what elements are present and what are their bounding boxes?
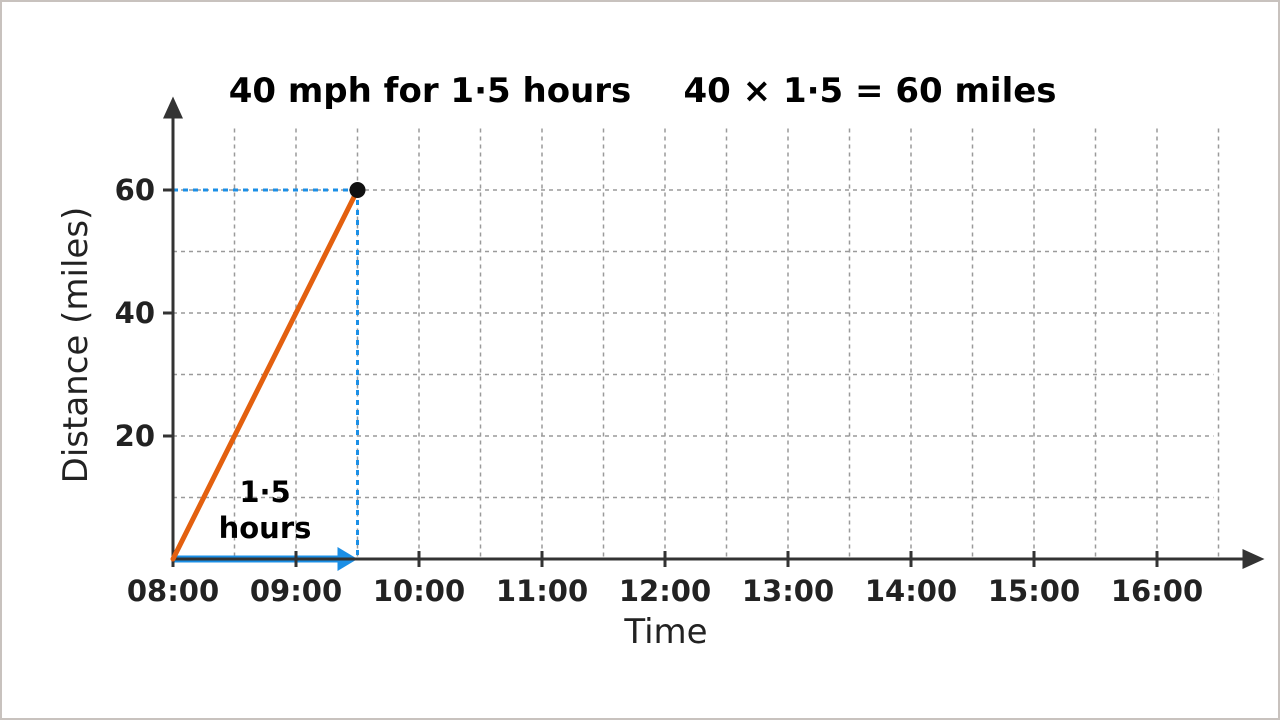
chart-title: 40 mph for 1·5 hours bbox=[229, 71, 632, 111]
x-tick-label: 10:00 bbox=[373, 574, 465, 608]
grid bbox=[173, 128, 1220, 559]
x-axis-label: Time bbox=[623, 612, 707, 652]
x-tick-label: 16:00 bbox=[1111, 574, 1203, 608]
end-point-marker bbox=[349, 182, 366, 198]
y-tick-label: 60 bbox=[115, 173, 155, 207]
x-axis-arrow bbox=[1242, 549, 1265, 569]
tick-labels: 08:00 09:00 10:00 11:00 12:00 13:00 14:00 15:00… bbox=[115, 173, 1204, 608]
series bbox=[170, 182, 366, 562]
y-tick-label: 40 bbox=[115, 296, 155, 330]
x-tick-label: 15:00 bbox=[988, 574, 1080, 608]
y-axis-arrow bbox=[163, 96, 183, 119]
x-tick-label: 09:00 bbox=[250, 574, 342, 608]
y-tick-label: 20 bbox=[115, 419, 155, 453]
x-tick-label: 14:00 bbox=[865, 574, 957, 608]
x-tick-label: 13:00 bbox=[742, 574, 834, 608]
x-tick-label: 12:00 bbox=[619, 574, 711, 608]
chart-calculation: 40 × 1·5 = 60 miles bbox=[683, 71, 1056, 111]
y-axis-label: Distance (miles) bbox=[56, 207, 96, 484]
series-line bbox=[170, 187, 360, 562]
x-tick-label: 08:00 bbox=[127, 574, 219, 608]
duration-unit: hours bbox=[219, 511, 312, 545]
duration-value: 1·5 bbox=[239, 475, 290, 509]
axes bbox=[163, 96, 1265, 569]
x-tick-label: 11:00 bbox=[496, 574, 588, 608]
